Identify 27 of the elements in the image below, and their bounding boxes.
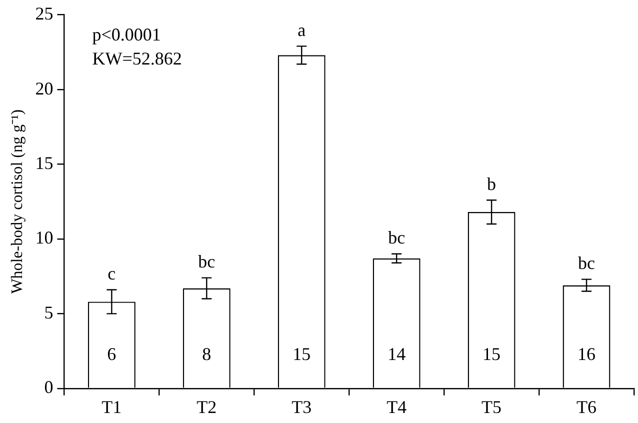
- annotation: 14: [388, 344, 406, 364]
- annotation: 15: [482, 344, 501, 364]
- annotation: b: [487, 174, 496, 194]
- annotation: KW=52.862: [92, 48, 182, 69]
- y-tick-label: 15: [35, 152, 54, 173]
- annotation: a: [298, 20, 306, 40]
- annotation: 6: [107, 344, 116, 364]
- annotation: bc: [388, 228, 406, 248]
- y-tick-label: 5: [44, 302, 54, 322]
- x-tick-label: T2: [196, 396, 217, 417]
- annotation: 16: [578, 344, 596, 364]
- annotation: bc: [578, 253, 596, 274]
- annotation: p<0.0001: [92, 24, 161, 45]
- annotation: 15: [292, 344, 311, 364]
- y-tick-label: 20: [35, 78, 54, 98]
- annotation: 8: [202, 344, 212, 364]
- x-tick-label: T3: [292, 396, 312, 417]
- y-tick-label: 10: [35, 228, 54, 248]
- annotation: bc: [198, 252, 216, 272]
- y-tick-label: 25: [35, 4, 54, 24]
- x-tick-label: T5: [482, 396, 502, 417]
- annotation: c: [108, 264, 116, 284]
- y-axis-title: Whole-body cortisol (ng g⁻¹): [8, 109, 26, 294]
- x-tick-label: T1: [102, 396, 122, 417]
- x-tick-label: T4: [386, 396, 407, 417]
- x-tick-label: T6: [576, 396, 597, 417]
- y-tick-label: 0: [44, 377, 54, 398]
